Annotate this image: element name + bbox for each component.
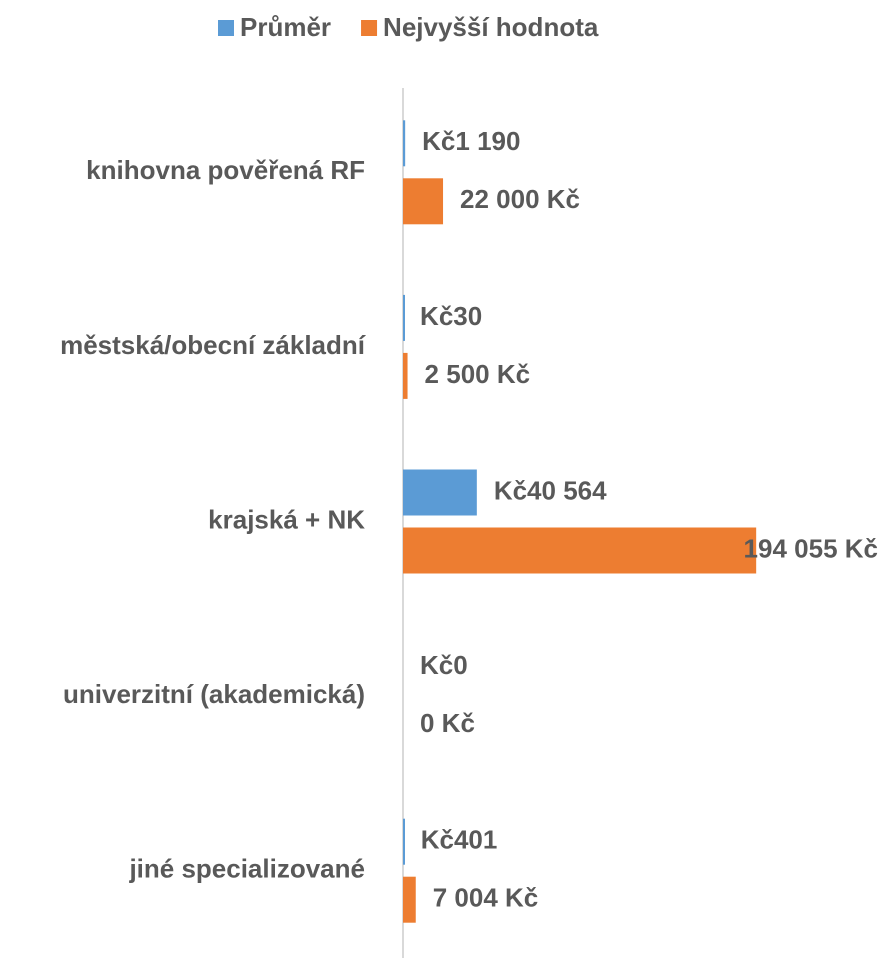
- category-label: městská/obecní základní: [60, 330, 366, 360]
- value-label: 7 004 Kč: [433, 883, 539, 913]
- bar: [403, 469, 477, 516]
- value-label: Kč0: [420, 650, 468, 680]
- legend-swatch: [361, 20, 378, 36]
- bar: [403, 876, 416, 923]
- value-label: Kč401: [421, 825, 498, 855]
- value-label: Kč1 190: [422, 126, 520, 156]
- value-label: 0 Kč: [420, 708, 475, 738]
- category-label: krajská + NK: [208, 504, 365, 534]
- bar: [403, 352, 408, 399]
- bar: [403, 178, 444, 225]
- legend-swatch: [218, 20, 234, 36]
- legend-label: Průměr: [240, 12, 331, 42]
- category-label: jiné specializované: [128, 854, 365, 884]
- value-label: Kč30: [420, 301, 482, 331]
- bar: [403, 120, 406, 167]
- category-label: knihovna pověřená RF: [86, 155, 365, 185]
- legend: Průměr Nejvyšší hodnota: [218, 12, 599, 42]
- value-label: 2 500 Kč: [425, 359, 531, 389]
- value-label: Kč40 564: [494, 475, 607, 505]
- bar: [403, 527, 757, 574]
- value-label: 194 055 Kč: [744, 533, 878, 563]
- legend-label: Nejvyšší hodnota: [383, 12, 599, 42]
- bar: [403, 294, 405, 341]
- category-label: univerzitní (akademická): [63, 679, 365, 709]
- bar: [403, 818, 405, 865]
- value-label: 22 000 Kč: [460, 184, 580, 214]
